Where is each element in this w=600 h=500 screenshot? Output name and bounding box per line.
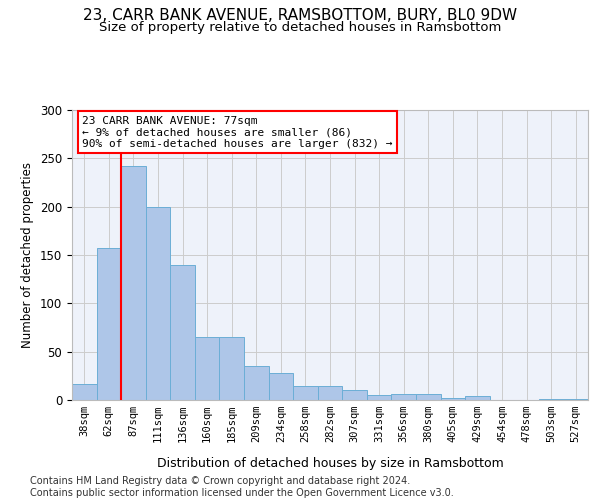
Bar <box>440 398 465 400</box>
Bar <box>563 399 588 400</box>
Bar <box>121 166 146 400</box>
Bar <box>416 394 440 400</box>
Text: 23, CARR BANK AVENUE, RAMSBOTTOM, BURY, BL0 9DW: 23, CARR BANK AVENUE, RAMSBOTTOM, BURY, … <box>83 8 517 22</box>
Bar <box>293 386 318 400</box>
Bar <box>539 399 563 400</box>
Bar <box>170 264 195 400</box>
Bar <box>318 386 342 400</box>
Bar <box>195 337 220 400</box>
Bar <box>244 366 269 400</box>
Bar <box>465 396 490 400</box>
Y-axis label: Number of detached properties: Number of detached properties <box>22 162 34 348</box>
Text: 23 CARR BANK AVENUE: 77sqm
← 9% of detached houses are smaller (86)
90% of semi-: 23 CARR BANK AVENUE: 77sqm ← 9% of detac… <box>82 116 393 149</box>
Bar <box>269 373 293 400</box>
Text: Size of property relative to detached houses in Ramsbottom: Size of property relative to detached ho… <box>99 21 501 34</box>
Bar <box>367 395 391 400</box>
Text: Contains HM Land Registry data © Crown copyright and database right 2024.
Contai: Contains HM Land Registry data © Crown c… <box>30 476 454 498</box>
Bar <box>220 337 244 400</box>
Bar <box>146 206 170 400</box>
Bar <box>72 384 97 400</box>
Bar <box>342 390 367 400</box>
Text: Distribution of detached houses by size in Ramsbottom: Distribution of detached houses by size … <box>157 458 503 470</box>
Bar <box>391 394 416 400</box>
Bar <box>97 248 121 400</box>
